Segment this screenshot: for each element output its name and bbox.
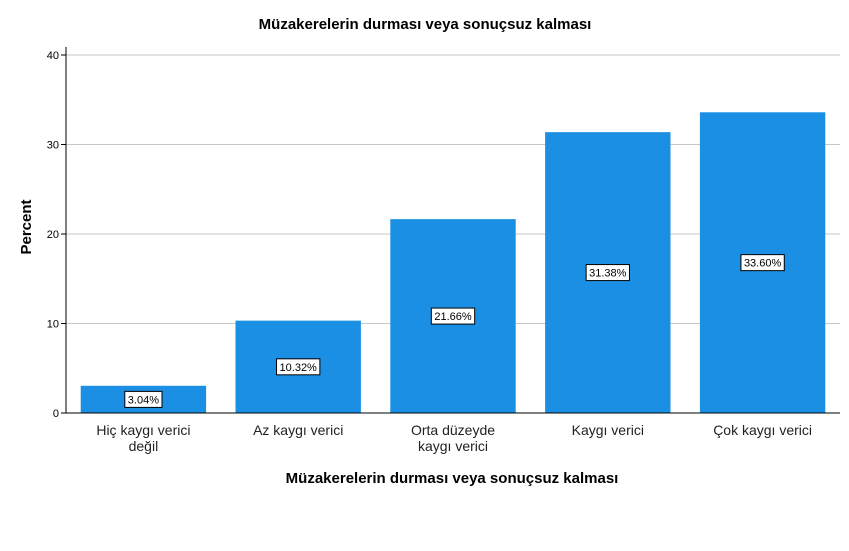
chart-title: Müzakerelerin durması veya sonuçsuz kalm… [259,16,592,33]
y-tick-label: 20 [47,229,59,241]
data-labels: 3.04% 10.32% 21.66% 31.38% 33.60% [124,254,785,408]
x-tick-label: Kaygı verici [572,422,644,438]
data-label: 31.38% [585,264,630,282]
x-tick-label: Hiç kaygı verici değil [96,422,190,454]
data-label-box [585,264,630,282]
data-label-text: 3.04% [128,394,159,406]
data-label-box [124,390,163,408]
data-label: 33.60% [740,254,785,272]
x-tick-label-line: Orta düzeyde [411,422,495,438]
x-tick-label-line: Kaygı verici [572,422,644,438]
x-axis-title: Müzakerelerin durması veya sonuçsuz kalm… [286,470,619,487]
x-tick-label: Orta düzeyde kaygı verici [411,422,495,454]
x-ticks: Hiç kaygı verici değil Az kaygı verici Orta… [96,422,812,454]
x-tick-label: Az kaygı verici [253,422,343,438]
bars [80,112,826,414]
data-label-text: 33.60% [744,258,782,270]
y-axis-title: Percent [18,199,35,254]
axes [65,47,840,414]
x-tick-label-line: Çok kaygı verici [713,422,812,438]
x-tick-label-line: kaygı verici [418,438,488,454]
y-ticks: 0 10 20 30 40 [47,50,66,420]
data-label-box [740,254,785,272]
x-tick-label: Çok kaygı verici [713,422,812,438]
data-label: 3.04% [124,390,163,408]
data-label: 10.32% [276,358,321,376]
x-tick-label-line: Hiç kaygı verici [96,422,190,438]
y-tick-label: 30 [47,140,59,152]
data-label-box [276,358,321,376]
x-tick-label-line: değil [129,438,159,454]
data-label-box [430,307,476,325]
data-label-text: 31.38% [589,268,627,280]
x-tick-label-line: Az kaygı verici [253,422,343,438]
data-label-text: 21.66% [434,311,472,323]
y-tick-label: 0 [53,408,59,420]
y-tick-label: 40 [47,50,59,62]
y-tick-label: 10 [47,319,59,331]
data-label-text: 10.32% [280,362,318,374]
data-label: 21.66% [430,307,476,325]
